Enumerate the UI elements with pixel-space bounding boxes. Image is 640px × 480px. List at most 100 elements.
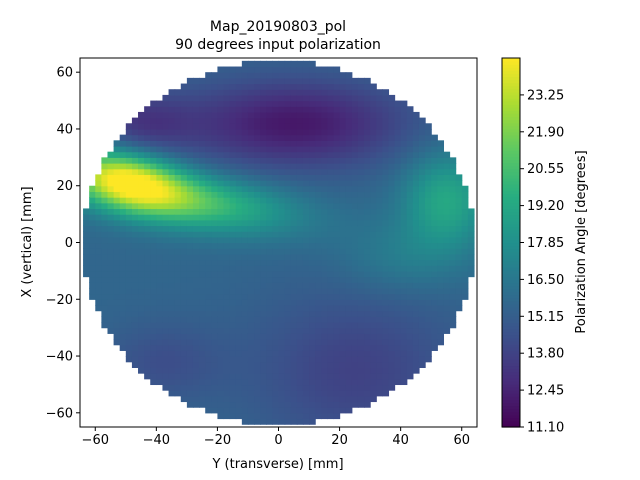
heatmap-cell [370,373,377,380]
heatmap-cell [357,111,365,119]
heatmap-cell [199,100,206,107]
heatmap-cell [101,304,109,312]
colorbar-segment [502,359,520,364]
heatmap-cell [309,225,316,232]
heatmap-cell [302,327,310,334]
heatmap-cell [345,310,353,317]
colorbar-segment [502,328,520,333]
heatmap-cell [364,401,371,408]
heatmap-cell [382,333,390,340]
heatmap-cell [406,185,414,193]
heatmap-cell [83,259,90,266]
heatmap-cell [388,344,396,351]
heatmap-cell [217,117,225,124]
colorbar-segment [502,147,520,151]
heatmap-cell [247,378,255,386]
heatmap-cell [101,157,109,164]
heatmap-cell [192,94,200,102]
heatmap-cell [95,304,102,312]
heatmap-cell [113,151,121,158]
heatmap-cell [333,83,341,90]
heatmap-cell [156,231,164,238]
heatmap-cell [235,174,243,181]
heatmap-cell [443,276,451,283]
heatmap-cell [406,316,414,323]
heatmap-cell [266,367,273,374]
heatmap-cell [174,208,182,215]
heatmap-cell [192,276,200,283]
heatmap-cell [284,77,292,85]
heatmap-cell [296,248,304,255]
heatmap-cell [131,327,139,334]
heatmap-cell [376,384,383,391]
heatmap-cell [89,231,96,238]
heatmap-cell [101,219,109,227]
heatmap-cell [418,282,426,289]
colorbar-segment [502,402,520,407]
heatmap-cell [223,287,231,295]
heatmap-cell [229,128,237,136]
heatmap-cell [162,344,170,351]
heatmap-cell [266,100,273,107]
heatmap-cell [321,299,328,306]
heatmap-cell [376,356,383,363]
heatmap-cell [418,151,426,158]
heatmap-cell [388,94,396,102]
heatmap-cell [388,333,396,340]
heatmap-cell [376,231,383,238]
heatmap-cell [400,304,408,312]
heatmap-cell [278,72,286,79]
heatmap-cell [192,401,200,408]
heatmap-cell [364,111,371,119]
heatmap-cell [364,270,371,278]
heatmap-cell [394,259,402,266]
heatmap-cell [449,163,457,170]
heatmap-cell [333,304,341,312]
heatmap-cell [156,304,164,312]
heatmap-cell [199,395,206,403]
heatmap-cell [394,265,402,272]
heatmap-cell [89,225,96,232]
heatmap-cell [223,225,231,232]
heatmap-cell [382,202,390,210]
colorbar-segment [502,242,520,247]
heatmap-cell [394,174,402,181]
heatmap-cell [333,202,341,210]
heatmap-cell [254,276,261,283]
heatmap-cell [278,344,286,351]
colorbar-segment [502,150,520,154]
heatmap-cell [284,66,292,73]
heatmap-cell [412,344,420,351]
heatmap-cell [315,140,322,147]
heatmap-cell [327,151,335,158]
heatmap-cell [247,66,255,73]
heatmap-cell [449,202,457,210]
heatmap-cell [174,316,182,323]
heatmap-cell [302,321,310,329]
heatmap-cell [89,265,96,272]
heatmap-cell [199,191,206,198]
heatmap-cell [192,265,200,272]
heatmap-cell [217,185,225,193]
heatmap-cell [388,219,396,227]
heatmap-cell [339,100,347,107]
heatmap-cell [217,157,225,164]
heatmap-cell [217,202,225,210]
heatmap-cell [229,145,237,153]
heatmap-cell [290,168,298,175]
heatmap-cell [235,202,243,210]
heatmap-cell [211,231,219,238]
heatmap-cell [418,293,426,300]
heatmap-cell [180,333,188,340]
heatmap-cell [382,321,390,329]
heatmap-cell [180,100,188,107]
heatmap-cell [241,77,249,85]
heatmap-cell [144,208,151,215]
heatmap-cell [394,231,402,238]
heatmap-cell [254,117,261,124]
heatmap-cell [107,270,115,278]
heatmap-cell [364,333,371,340]
heatmap-cell [266,83,273,90]
heatmap-cell [449,185,457,193]
heatmap-cell [394,106,402,113]
